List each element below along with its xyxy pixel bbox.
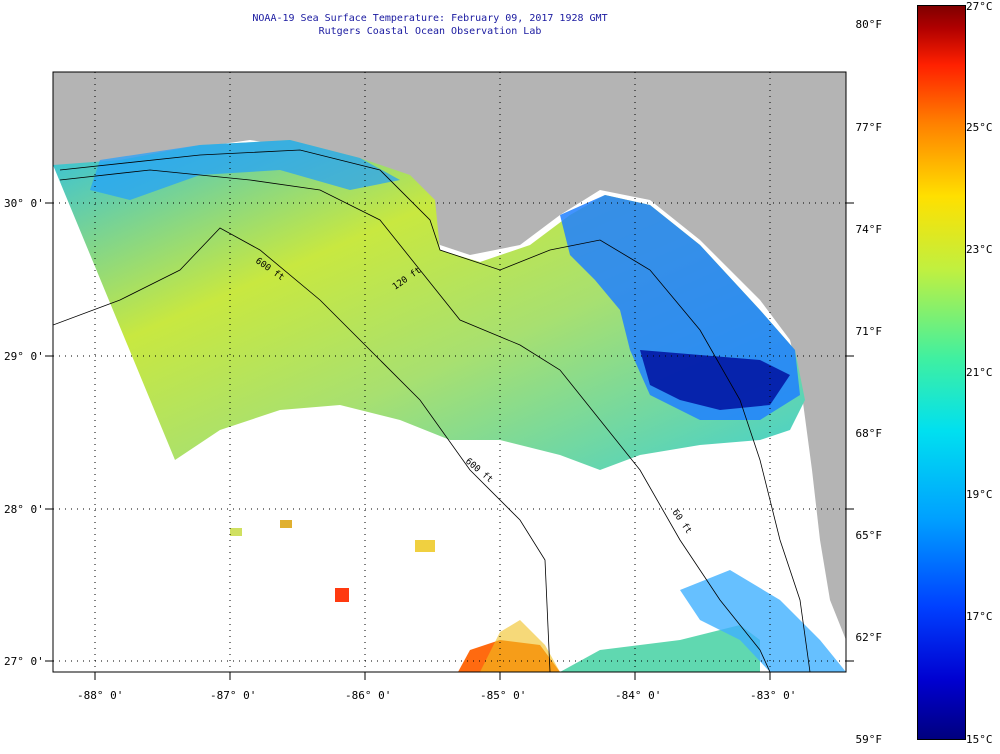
colorbar-f-label: 77°F (855, 121, 883, 134)
colorbar-c-label: 19°C (966, 488, 993, 501)
map-border (52, 71, 847, 673)
lon-label: -84° 0' (615, 689, 662, 702)
lat-label: 29° 0' (4, 350, 44, 363)
sst-patch-east (680, 570, 846, 672)
map-title: NOAA-19 Sea Surface Temperature: Februar… (252, 13, 608, 24)
lat-label: 30° 0' (4, 197, 44, 210)
colorbar-c-label: 23°C (966, 243, 993, 256)
colorbar-c-label: 15°C (966, 733, 993, 746)
colorbar-f-label: 71°F (855, 325, 883, 338)
colorbar-f-label: 68°F (855, 427, 883, 440)
lon-label: -85° 0' (480, 689, 527, 702)
colorbar-c-label: 17°C (966, 610, 993, 623)
lat-label: 27° 0' (4, 655, 44, 668)
sst-patch-se (560, 625, 760, 672)
sst-fleck (335, 588, 349, 602)
map-subtitle: Rutgers Coastal Ocean Observation Lab (318, 26, 542, 37)
sst-fleck (230, 528, 242, 536)
land-mass (53, 72, 846, 640)
colorbar-f-label: 62°F (855, 631, 883, 644)
cold-core-water (640, 350, 790, 410)
sst-fleck (415, 540, 435, 552)
colorbar-f-label: 80°F (855, 18, 883, 31)
lon-label: -86° 0' (345, 689, 392, 702)
graticule (53, 72, 846, 672)
colorbar-c-label: 25°C (966, 121, 993, 134)
lon-label: -88° 0' (77, 689, 124, 702)
temperature-colorbar (917, 5, 966, 740)
colorbar-f-label: 59°F (855, 733, 883, 746)
lat-label: 28° 0' (4, 503, 44, 516)
colorbar-c-label: 27°C (966, 0, 993, 13)
lon-label: -87° 0' (210, 689, 257, 702)
map-ticks (45, 202, 854, 680)
colorbar-f-label: 74°F (855, 223, 883, 236)
sst-fleck (280, 520, 292, 528)
cool-shelf-west (90, 140, 400, 200)
isobath-line (59, 169, 771, 672)
warm-water-fringe (480, 620, 560, 672)
lon-label: -83° 0' (750, 689, 797, 702)
colorbar-c-label: 21°C (966, 366, 993, 379)
isobath-line (53, 227, 551, 672)
isobath-line (59, 149, 811, 672)
colorbar-f-label: 65°F (855, 529, 883, 542)
